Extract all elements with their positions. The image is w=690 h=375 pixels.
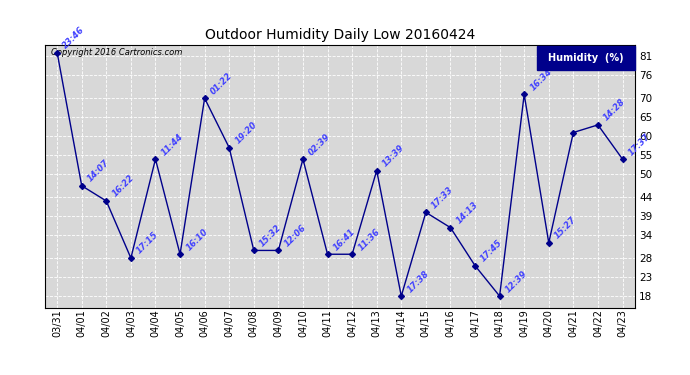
Text: 17:37: 17:37 <box>627 132 652 157</box>
Text: 14:13: 14:13 <box>455 200 480 225</box>
Text: 17:15: 17:15 <box>135 231 160 256</box>
Text: 17:33: 17:33 <box>430 185 455 210</box>
Text: 12:06: 12:06 <box>282 223 308 248</box>
Text: 15:32: 15:32 <box>258 223 284 248</box>
Text: 19:20: 19:20 <box>233 120 259 146</box>
Text: 23:46: 23:46 <box>61 25 87 51</box>
Text: 12:39: 12:39 <box>504 268 529 294</box>
Text: 11:36: 11:36 <box>356 227 382 252</box>
Text: 14:28: 14:28 <box>602 98 627 123</box>
Text: 13:39: 13:39 <box>381 143 406 168</box>
Text: Copyright 2016 Cartronics.com: Copyright 2016 Cartronics.com <box>51 48 182 57</box>
Text: 16:41: 16:41 <box>332 227 357 252</box>
Bar <box>538 46 635 70</box>
Text: 14:07: 14:07 <box>86 158 111 184</box>
Text: 02:39: 02:39 <box>307 132 333 157</box>
Text: 17:45: 17:45 <box>479 238 504 264</box>
Text: 01:22: 01:22 <box>209 71 234 96</box>
Text: 17:38: 17:38 <box>406 268 431 294</box>
Text: 16:34: 16:34 <box>529 67 553 92</box>
Text: 16:10: 16:10 <box>184 227 210 252</box>
Text: 11:44: 11:44 <box>159 132 185 157</box>
Title: Outdoor Humidity Daily Low 20160424: Outdoor Humidity Daily Low 20160424 <box>205 28 475 42</box>
Text: Humidity  (%): Humidity (%) <box>549 53 624 63</box>
Text: 15:27: 15:27 <box>553 215 578 241</box>
Text: 16:22: 16:22 <box>110 174 136 199</box>
